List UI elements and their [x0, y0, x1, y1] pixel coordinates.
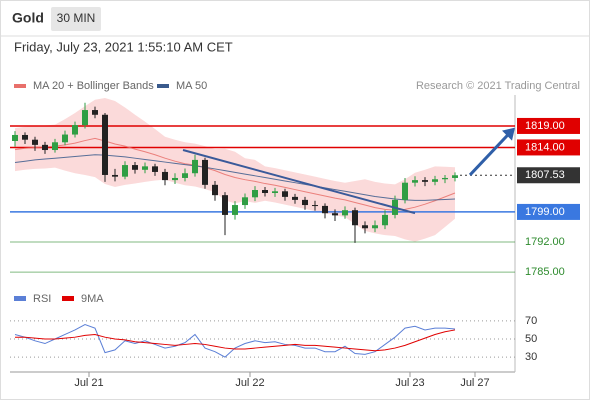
candle-body — [402, 182, 408, 200]
candle-body — [82, 110, 88, 126]
candle-body — [422, 180, 428, 182]
level-label: 1785.00 — [525, 266, 565, 278]
candle-body — [192, 159, 198, 174]
candle-body — [182, 173, 188, 178]
candle-body — [162, 171, 168, 181]
x-tick-label: Jul 27 — [460, 377, 489, 389]
candle-body — [152, 166, 158, 172]
credit: Research © 2021 Trading Central — [416, 80, 580, 92]
candle-body — [282, 191, 288, 197]
arrow-head — [502, 127, 515, 141]
candle-body — [432, 179, 438, 182]
candle-body — [292, 196, 298, 200]
candle-body — [102, 114, 108, 175]
rsi-line — [15, 329, 456, 352]
candle-body — [452, 175, 458, 178]
candle-body — [202, 159, 208, 185]
x-tick-label: Jul 21 — [74, 377, 103, 389]
ma-line — [14, 154, 456, 201]
level-label: 1807.53 — [525, 169, 565, 181]
legend-label: MA 20 + Bollinger Bands — [33, 80, 154, 92]
candle-body — [372, 225, 378, 229]
x-tick-label: Jul 23 — [395, 377, 424, 389]
candle-body — [212, 184, 218, 196]
level-box — [517, 139, 580, 156]
bollinger-band — [15, 98, 455, 242]
level-label: 1814.00 — [525, 141, 565, 153]
timeframe[interactable]: 30 MIN — [57, 11, 96, 25]
candle-body — [142, 166, 148, 170]
timeframe-box[interactable] — [51, 7, 101, 31]
forecast-arrow — [468, 132, 511, 176]
candle-body — [382, 214, 388, 226]
x-tick-label: Jul 22 — [235, 377, 264, 389]
legend-label: 9MA — [81, 293, 104, 305]
candle-body — [332, 213, 338, 216]
candle-body — [232, 205, 238, 215]
level-box — [517, 117, 580, 134]
candle-body — [22, 134, 28, 140]
trendline — [182, 149, 416, 215]
candle-body — [42, 144, 48, 151]
level-label: 1792.00 — [525, 236, 565, 248]
y-tick-label: 50 — [525, 333, 537, 345]
level-box — [517, 203, 580, 220]
candle-body — [72, 125, 78, 135]
legend-swatch — [62, 296, 74, 301]
candle-body — [32, 139, 38, 145]
candle-body — [272, 191, 278, 194]
candle-body — [252, 190, 258, 198]
symbol: Gold — [12, 10, 44, 26]
candle-body — [442, 177, 448, 180]
candle-body — [172, 177, 178, 181]
legend-label: RSI — [33, 293, 51, 305]
legend-label: MA 50 — [176, 80, 207, 92]
level-box — [517, 167, 580, 184]
candle-body — [122, 165, 128, 177]
candle-body — [242, 197, 248, 206]
rsi-line — [14, 323, 456, 358]
candle-body — [302, 199, 308, 206]
ma-line — [14, 137, 456, 211]
level-label: 1819.00 — [525, 120, 565, 132]
candle-body — [222, 195, 228, 215]
candle-body — [322, 205, 328, 214]
y-tick-label: 30 — [525, 351, 537, 363]
candle-body — [92, 110, 98, 115]
candle-body — [312, 205, 318, 207]
candle-body — [12, 134, 18, 141]
candle-body — [362, 225, 368, 229]
candle-body — [62, 134, 68, 143]
candle-body — [132, 165, 138, 170]
timestamp: Friday, July 23, 2021 1:55:10 AM CET — [14, 39, 233, 54]
level-label: 1799.00 — [525, 206, 565, 218]
y-tick-label: 70 — [525, 315, 537, 327]
candle-body — [112, 174, 118, 177]
candle-body — [262, 190, 268, 194]
candle-body — [352, 210, 358, 226]
legend-swatch — [14, 296, 26, 301]
candle-body — [52, 142, 58, 151]
candle-body — [342, 210, 348, 216]
candle-body — [412, 180, 418, 183]
